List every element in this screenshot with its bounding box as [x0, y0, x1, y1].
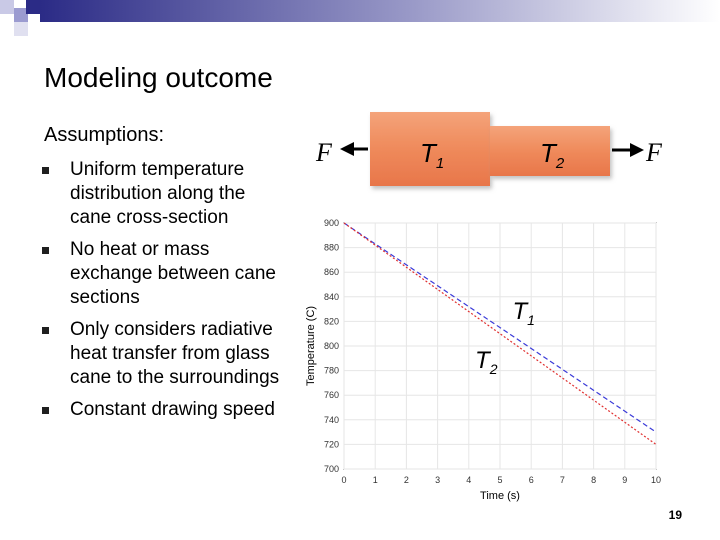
series-line-t1 [343, 222, 657, 433]
y-tick-label: 740 [324, 415, 339, 425]
x-tick-label: 8 [591, 475, 596, 485]
assumptions-heading: Assumptions: [44, 124, 165, 146]
grid-lines [343, 222, 657, 470]
list-item: No heat or mass exchange between cane se… [40, 238, 280, 310]
annotations: T1 T2 [475, 298, 535, 377]
list-item: Constant drawing speed [40, 398, 280, 422]
square-bullet-icon [42, 167, 49, 174]
t2-sub: 2 [555, 155, 565, 173]
list-item-text: Constant drawing speed [70, 399, 275, 420]
list-item: Only considers radiative heat transfer f… [40, 318, 280, 390]
x-axis: 0 1 2 3 4 5 6 7 8 9 10 [341, 475, 661, 485]
x-tick-label: 6 [529, 475, 534, 485]
x-tick-label: 5 [497, 475, 502, 485]
x-axis-label: Time (s) [480, 490, 520, 502]
y-tick-label: 900 [324, 218, 339, 228]
list-item-text: Only considers radiative heat transfer f… [70, 319, 280, 388]
y-tick-label: 880 [324, 243, 339, 253]
y-tick-label: 760 [324, 390, 339, 400]
y-tick-label: 840 [324, 292, 339, 302]
x-tick-label: 4 [466, 475, 471, 485]
force-left-label: F [316, 138, 332, 167]
list-item: Uniform temperature distribution along t… [40, 158, 280, 230]
y-axis-label: Temperature (C) [305, 306, 317, 386]
assumption-list: Uniform temperature distribution along t… [40, 158, 280, 430]
t1-sub: 1 [435, 155, 445, 173]
x-tick-label: 1 [373, 475, 378, 485]
cane-diagram: F F T1 T2 [300, 108, 720, 198]
y-axis: 700 720 740 760 780 800 820 840 860 880 900 [324, 218, 339, 474]
y-tick-label: 700 [324, 464, 339, 474]
y-tick-label: 800 [324, 341, 339, 351]
y-tick-label: 780 [324, 366, 339, 376]
annotation-label: T1 [512, 298, 534, 328]
list-item-text: Uniform temperature distribution along t… [70, 159, 246, 228]
list-item-text: No heat or mass exchange between cane se… [70, 239, 276, 308]
y-tick-label: 820 [324, 316, 339, 326]
t2-cane-label: T2 [540, 138, 564, 172]
square-bullet-icon [42, 327, 49, 334]
x-tick-label: 2 [404, 475, 409, 485]
series-lines [343, 222, 657, 445]
x-tick-label: 7 [560, 475, 565, 485]
x-tick-label: 10 [651, 475, 661, 485]
x-tick-label: 9 [622, 475, 627, 485]
t2-letter: T [540, 138, 556, 168]
annotation-label: T2 [475, 347, 498, 377]
square-bullet-icon [42, 407, 49, 414]
x-tick-label: 3 [435, 475, 440, 485]
chart-svg: 0 1 2 3 4 5 6 7 8 9 10 700 720 740 760 780 800 820 840 860… [305, 218, 661, 502]
x-tick-label: 0 [341, 475, 346, 485]
temperature-chart: 0 1 2 3 4 5 6 7 8 9 10 700 720 740 760 780 800 820 840 860… [300, 215, 680, 505]
y-tick-label: 720 [324, 439, 339, 449]
y-tick-label: 860 [324, 267, 339, 277]
page-number: 19 [668, 508, 682, 522]
t1-letter: T [420, 138, 436, 168]
slide-title: Modeling outcome [44, 62, 273, 93]
square-bullet-icon [42, 247, 49, 254]
t1-cane-label: T1 [420, 138, 444, 172]
header-bar [0, 0, 720, 36]
cane-shape [340, 112, 644, 186]
force-right-label: F [646, 138, 662, 167]
